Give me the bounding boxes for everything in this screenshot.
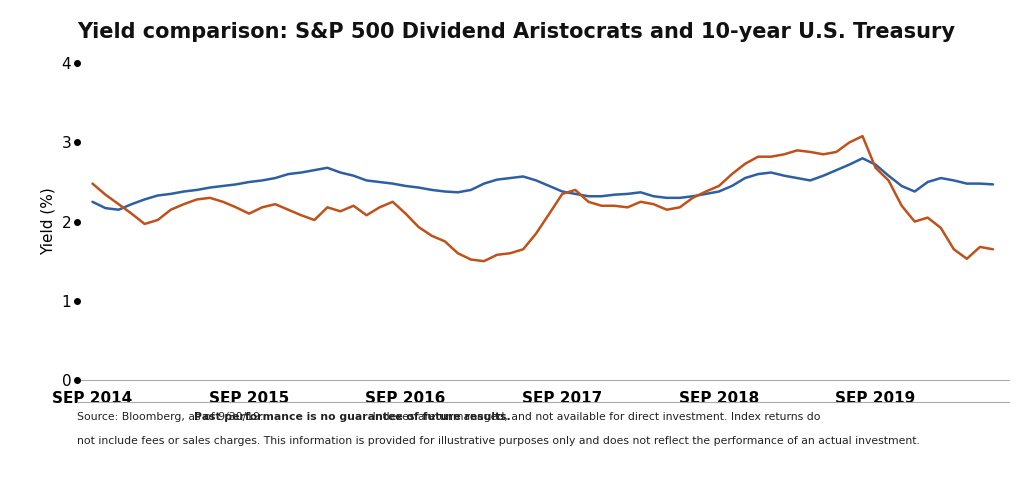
Text: Source: Bloomberg, as of 9/30/19.: Source: Bloomberg, as of 9/30/19.	[77, 412, 266, 422]
Text: Indexes are unmanaged, and not available for direct investment. Index returns do: Indexes are unmanaged, and not available…	[369, 412, 820, 422]
Text: Yield comparison: S&P 500 Dividend Aristocrats and 10-year U.S. Treasury: Yield comparison: S&P 500 Dividend Arist…	[77, 22, 954, 42]
Text: Past performance is no guarantee of future results.: Past performance is no guarantee of futu…	[194, 412, 510, 422]
Y-axis label: Yield (%): Yield (%)	[41, 187, 56, 256]
Text: not include fees or sales charges. This information is provided for illustrative: not include fees or sales charges. This …	[77, 436, 920, 446]
